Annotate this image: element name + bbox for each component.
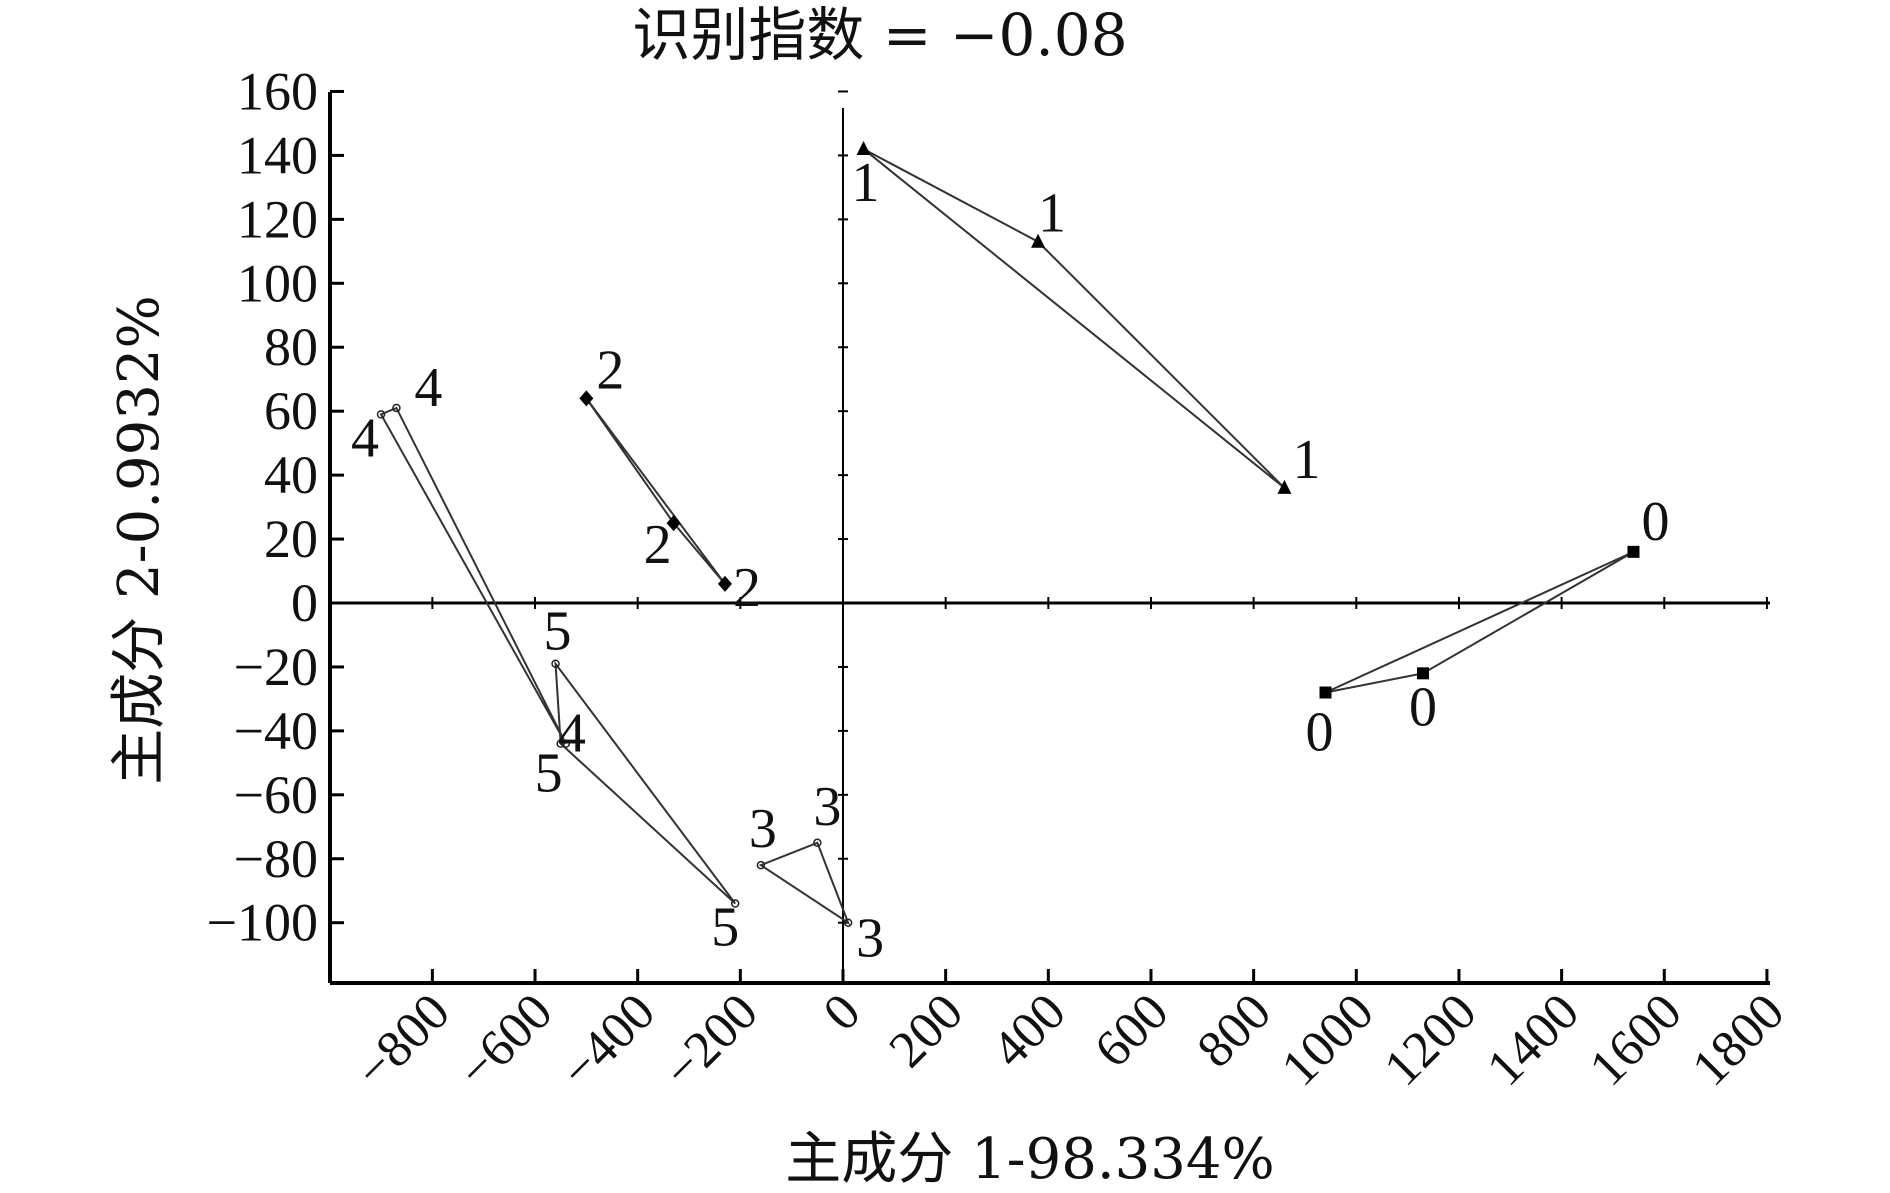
x-tick-label: 400 — [981, 983, 1076, 1078]
x-axis-label: 主成分 1-98.334% — [785, 1127, 1275, 1192]
y-tick-label: −40 — [234, 701, 318, 761]
x-tick-label: 1200 — [1374, 983, 1488, 1097]
y-tick-label: 20 — [264, 509, 318, 569]
group-3-polygon — [758, 841, 851, 926]
point-label-5: 5 — [711, 897, 739, 959]
x-tick-label: 1600 — [1579, 983, 1693, 1097]
group-1-polygon — [862, 148, 1286, 489]
zero-axes — [330, 108, 1770, 983]
point-group-5 — [556, 739, 565, 748]
y-tick-label: 40 — [264, 445, 318, 505]
point-label-0: 0 — [1641, 491, 1669, 553]
x-tick-label: −800 — [345, 983, 461, 1099]
point-group-0 — [1417, 667, 1430, 680]
point-label-1: 1 — [1038, 183, 1066, 245]
group-5-polygon — [554, 660, 737, 905]
point-group-4 — [561, 739, 571, 748]
y-tick-label: −60 — [234, 765, 318, 825]
point-group-5 — [730, 899, 740, 908]
x-tick-label: 0 — [813, 983, 872, 1042]
y-tick-label: 140 — [237, 125, 318, 185]
point-label-2: 2 — [733, 557, 761, 619]
chart-title: 识别指数 = −0.08 — [632, 1, 1127, 69]
group-2-polygon — [585, 397, 726, 585]
x-tick-label: 1800 — [1682, 983, 1796, 1097]
point-group-3 — [813, 838, 822, 848]
x-tick-label: −400 — [550, 983, 666, 1099]
point-label-4: 4 — [558, 703, 586, 765]
point-label-2: 2 — [644, 514, 672, 576]
point-label-4: 4 — [351, 407, 379, 469]
point-label-3: 3 — [749, 798, 777, 860]
x-tick-label: −200 — [653, 983, 769, 1099]
plot-frame — [328, 92, 1770, 985]
y-tick-label: −80 — [234, 829, 318, 889]
y-tick-label: 60 — [264, 381, 318, 441]
point-group-4 — [392, 403, 401, 413]
point-group-3 — [843, 918, 853, 927]
point-group-0 — [1627, 545, 1640, 558]
x-tick-label: 200 — [879, 983, 974, 1078]
point-group-2 — [579, 390, 594, 407]
point-label-5: 5 — [535, 743, 563, 805]
point-label-1: 1 — [852, 152, 880, 214]
point-group-0 — [1319, 686, 1332, 699]
x-tick-label: 600 — [1084, 983, 1179, 1078]
y-tick-label: −20 — [234, 637, 318, 697]
point-group-1 — [1031, 233, 1046, 248]
data-points — [376, 141, 1640, 927]
x-tick-label: 1000 — [1271, 983, 1385, 1097]
x-tick-label: 800 — [1187, 983, 1282, 1078]
point-group-1 — [856, 141, 871, 156]
y-tick-label: 120 — [237, 189, 318, 249]
x-tick-label: 1400 — [1476, 983, 1590, 1097]
y-axis-label: 主成分 2-0.9932% — [107, 295, 172, 785]
point-label-3: 3 — [856, 908, 884, 970]
point-group-4 — [376, 410, 386, 419]
point-label-0: 0 — [1409, 676, 1437, 738]
y-tick-label: 160 — [237, 61, 318, 121]
point-group-3 — [756, 860, 766, 870]
group-4-polygon — [379, 406, 567, 745]
point-group-2 — [717, 575, 732, 592]
y-tick-label: 100 — [237, 253, 318, 313]
point-label-5: 5 — [544, 601, 572, 663]
point-label-4: 4 — [414, 357, 442, 419]
group-polygons — [379, 148, 1634, 926]
y-tick-label: 0 — [291, 573, 318, 633]
point-group-1 — [1277, 479, 1292, 494]
point-label-1: 1 — [1292, 429, 1320, 491]
group-0-polygon — [1325, 550, 1634, 694]
point-label-3: 3 — [813, 776, 841, 838]
point-group-5 — [551, 659, 560, 668]
y-tick-label: −100 — [207, 893, 318, 953]
point-group-2 — [666, 515, 681, 532]
y-tick-label: 80 — [264, 317, 318, 377]
point-label-2: 2 — [596, 339, 624, 401]
x-tick-label: −600 — [447, 983, 563, 1099]
point-label-0: 0 — [1306, 702, 1334, 764]
